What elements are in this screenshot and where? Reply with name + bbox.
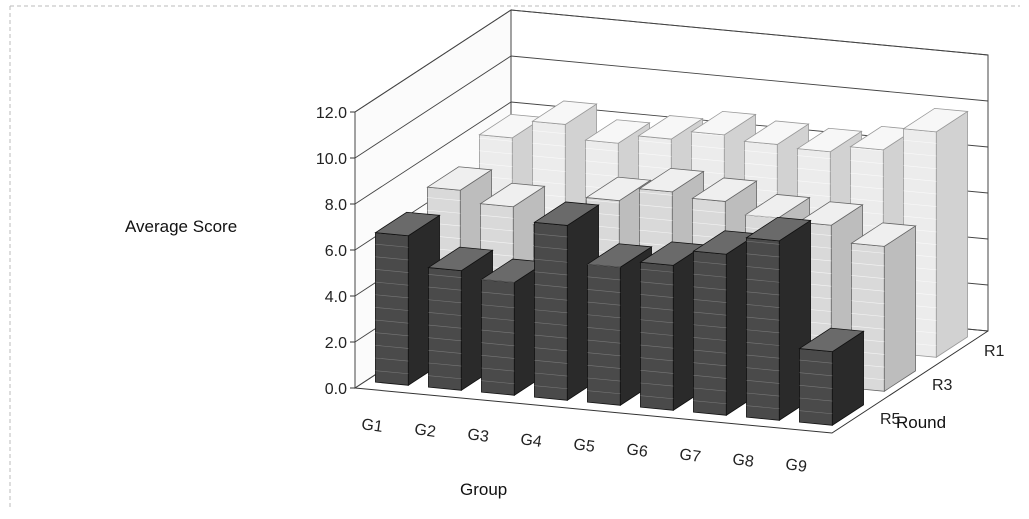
- round-tick-label: R3: [932, 377, 953, 394]
- y-tick-label: 8.0: [325, 197, 347, 214]
- x-tick-label: G3: [466, 426, 490, 446]
- x-tick-labels: G1 G2 G3 G4 G5 G6 G7 G8 G9: [360, 416, 808, 476]
- y-tick-label: 10.0: [316, 151, 347, 168]
- y-ticks: 0.0 2.0 4.0 6.0 8.0 10.0 12.0: [316, 105, 355, 398]
- gridline: [354, 55, 989, 159]
- y-tick-label: 12.0: [316, 105, 347, 122]
- bar-g4-r5: [533, 201, 600, 401]
- y-tick-label: 4.0: [325, 289, 347, 306]
- round-tick-labels: R1 R3 R5: [880, 343, 1005, 428]
- x-tick-label: G1: [360, 416, 384, 436]
- y-tick-label: 6.0: [325, 243, 347, 260]
- z-axis-label: Round: [896, 413, 946, 432]
- x-tick-label: G5: [572, 436, 596, 456]
- round-tick-label: R1: [984, 343, 1005, 360]
- x-tick-label: G2: [413, 421, 437, 441]
- gridline: [354, 9, 989, 113]
- x-tick-label: G4: [519, 431, 543, 451]
- bars-layer: [374, 100, 969, 426]
- y-tick-label: 0.0: [325, 381, 347, 398]
- x-tick-label: G7: [678, 446, 702, 466]
- x-tick-label: G9: [784, 456, 808, 476]
- y-axis-label: Average Score: [125, 217, 237, 236]
- bar-g9-r5: [798, 327, 865, 426]
- x-tick-label: G8: [731, 451, 755, 471]
- x-tick-label: G6: [625, 441, 649, 461]
- y-tick-label: 2.0: [325, 335, 347, 352]
- round-tick-label: R5: [880, 411, 901, 428]
- x-axis-label: Group: [460, 480, 507, 499]
- bar-g9-r3: [850, 222, 917, 392]
